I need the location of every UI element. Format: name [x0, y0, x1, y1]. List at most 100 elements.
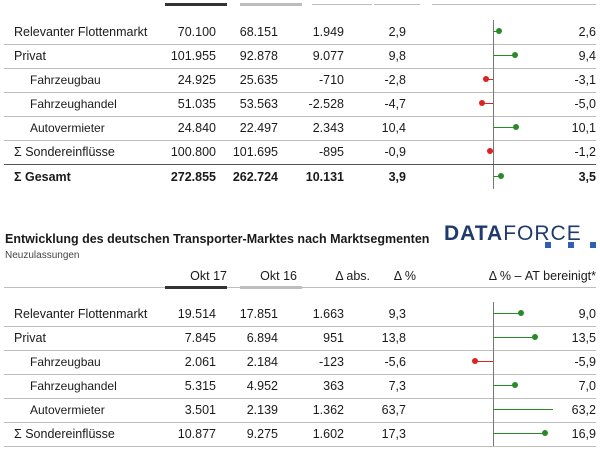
value-delta-pct: -5,6 — [384, 355, 406, 369]
row-label: Privat — [14, 331, 46, 345]
delta-point — [498, 173, 505, 179]
value-delta-abs: -2.528 — [308, 97, 344, 111]
value-previous: 2.184 — [246, 355, 278, 369]
delta-bar — [493, 409, 553, 410]
header-delta-adjusted: Δ % – AT bereinigt* — [488, 269, 596, 283]
chart-axis — [493, 92, 494, 116]
chart-axis — [493, 422, 494, 446]
value-previous: 101.695 — [232, 145, 278, 159]
delta-bar — [493, 176, 502, 177]
value-delta-abs: 1.362 — [312, 403, 344, 417]
delta-point — [511, 382, 518, 388]
delta-point — [517, 310, 524, 316]
chart-axis — [493, 302, 494, 326]
row-label: Fahrzeugbau — [30, 355, 101, 369]
value-current: 19.514 — [177, 307, 216, 321]
logo-text-bold: DATA — [444, 222, 504, 245]
value-delta-adjusted: 2,6 — [578, 25, 596, 39]
table-row: Autovermieter 24.840 22.497 2.343 10,4 10,1 — [4, 116, 596, 141]
table-row: Σ Sondereinflüsse 100.800 101.695 -895 -0,9 -… — [4, 140, 596, 165]
value-delta-pct: 10,4 — [381, 121, 406, 135]
header-delta-pct: Δ % — [393, 269, 416, 283]
header-rule-pct — [374, 4, 420, 5]
delta-point — [513, 124, 520, 130]
value-delta-abs: 1.602 — [312, 427, 344, 441]
delta-point — [478, 100, 485, 106]
value-delta-adjusted: 16,9 — [571, 427, 596, 441]
delta-bar — [493, 433, 547, 434]
header-okt16: Okt 16 — [260, 269, 297, 283]
value-delta-adjusted: 9,0 — [578, 307, 596, 321]
delta-bar — [493, 55, 516, 56]
value-delta-abs: -710 — [318, 73, 344, 87]
value-delta-abs: 1.663 — [312, 307, 344, 321]
value-current: 100.800 — [170, 145, 216, 159]
table-row: Fahrzeughandel 51.035 53.563 -2.528 -4,7 -5,0 — [4, 92, 596, 117]
row-label: Σ Sondereinflüsse — [14, 145, 115, 159]
delta-point — [511, 52, 518, 58]
value-previous: 262.724 — [232, 170, 278, 184]
value-previous: 53.563 — [239, 97, 278, 111]
value-delta-abs: 2.343 — [312, 121, 344, 135]
header-rule-current — [165, 286, 227, 289]
value-previous: 2.139 — [246, 403, 278, 417]
value-delta-abs: 10.131 — [305, 170, 344, 184]
value-delta-adjusted: 3,5 — [578, 170, 596, 184]
value-delta-adjusted: -5,0 — [574, 97, 596, 111]
chart-axis — [493, 20, 494, 44]
row-label: Σ Sondereinflüsse — [14, 427, 115, 441]
table-row: Fahrzeugbau 24.925 25.635 -710 -2,8 -3,1 — [4, 68, 596, 93]
value-previous: 92.878 — [239, 49, 278, 63]
value-delta-adjusted: 7,0 — [578, 379, 596, 393]
value-delta-pct: -2,8 — [384, 73, 406, 87]
value-delta-abs: 9.077 — [312, 49, 344, 63]
logo-square — [568, 242, 574, 248]
table-row: Relevanter Flottenmarkt 19.514 17.851 1.663… — [4, 302, 596, 327]
table-row: Fahrzeughandel 5.315 4.952 363 7,3 7,0 — [4, 374, 596, 399]
value-delta-pct: 2,9 — [388, 25, 406, 39]
delta-bar — [493, 313, 522, 314]
header-rule-current — [165, 3, 227, 6]
delta-bar — [493, 385, 516, 386]
value-delta-pct: 3,9 — [388, 170, 406, 184]
value-current: 272.855 — [170, 170, 216, 184]
value-delta-pct: 9,3 — [388, 307, 406, 321]
row-label: Fahrzeughandel — [30, 97, 117, 111]
logo-text-light: FORCE — [503, 222, 582, 245]
row-label: Relevanter Flottenmarkt — [14, 307, 148, 321]
row-label: Relevanter Flottenmarkt — [14, 25, 148, 39]
row-label: Fahrzeugbau — [30, 73, 101, 87]
delta-bar — [475, 361, 493, 362]
header-rule-adj — [432, 4, 596, 5]
value-current: 70.100 — [177, 25, 216, 39]
value-previous: 17.851 — [239, 307, 278, 321]
table-row: Σ Sondereinflüsse 10.877 9.275 1.602 17,3 16,… — [4, 422, 596, 447]
delta-point — [531, 334, 538, 340]
table-row: Relevanter Flottenmarkt 70.100 68.151 1.949… — [4, 20, 596, 45]
value-delta-pct: -4,7 — [384, 97, 406, 111]
value-current: 10.877 — [177, 427, 216, 441]
row-label: Fahrzeughandel — [30, 379, 117, 393]
value-previous: 6.894 — [246, 331, 278, 345]
delta-point — [482, 76, 489, 82]
logo-square — [590, 242, 596, 248]
value-current: 24.925 — [177, 73, 216, 87]
row-label: Privat — [14, 49, 46, 63]
header-rule-previous — [240, 286, 302, 289]
delta-bar — [493, 127, 517, 128]
value-current: 3.501 — [184, 403, 216, 417]
chart-axis — [493, 374, 494, 398]
value-delta-adjusted: 63,2 — [571, 403, 596, 417]
value-previous: 9.275 — [246, 427, 278, 441]
row-label: Autovermieter — [30, 403, 105, 417]
chart-axis — [493, 165, 494, 189]
value-current: 24.840 — [177, 121, 216, 135]
value-delta-pct: -0,9 — [384, 145, 406, 159]
chart-axis — [493, 140, 494, 164]
chart-axis — [493, 68, 494, 92]
row-label: Autovermieter — [30, 121, 105, 135]
chart-axis — [493, 44, 494, 68]
value-delta-pct: 63,7 — [381, 403, 406, 417]
table-row: Privat 101.955 92.878 9.077 9,8 9,4 — [4, 44, 596, 69]
logo-square — [545, 242, 551, 248]
